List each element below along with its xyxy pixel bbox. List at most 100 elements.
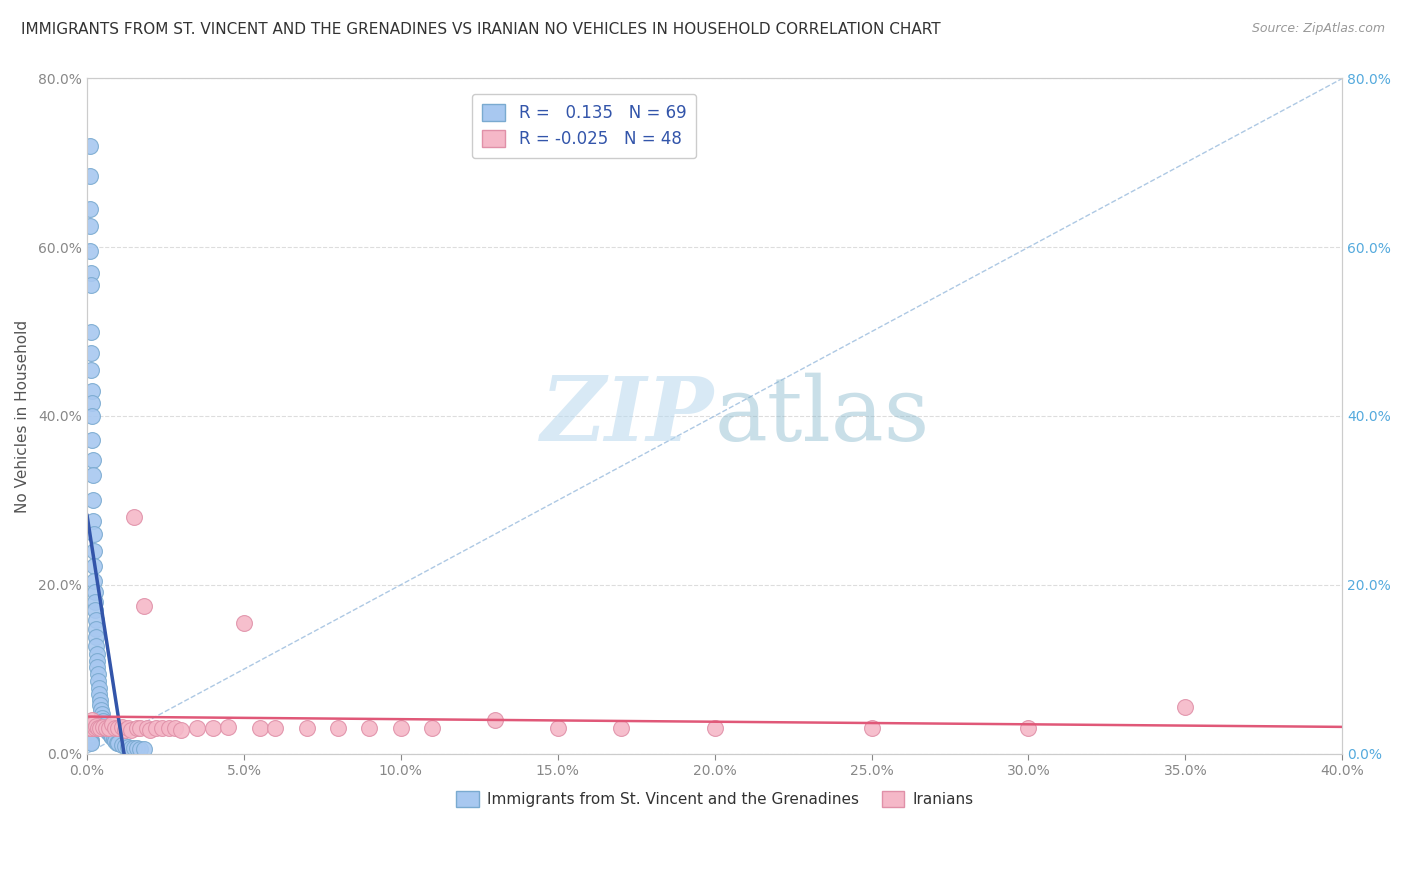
Point (86, 647, 108, 661)
Point (84, 594, 107, 608)
Y-axis label: No Vehicles in Household: No Vehicles in Household (15, 319, 30, 513)
Point (93, 718, 115, 732)
Point (89, 698, 111, 713)
Point (101, 731, 124, 745)
Point (80, 345, 103, 359)
Point (145, 721, 167, 735)
Point (80, 325, 103, 339)
Point (117, 721, 139, 735)
Point (82, 515, 104, 529)
Point (80, 409, 103, 423)
Point (79, 219, 101, 234)
Point (104, 734, 127, 748)
Text: IMMIGRANTS FROM ST. VINCENT AND THE GRENADINES VS IRANIAN NO VEHICLES IN HOUSEHO: IMMIGRANTS FROM ST. VINCENT AND THE GREN… (21, 22, 941, 37)
Point (80, 278, 103, 293)
Point (389, 721, 412, 735)
Point (87, 667, 110, 681)
Point (80, 362, 103, 376)
Point (84, 622, 107, 636)
Point (91, 714, 114, 729)
Point (82, 493, 104, 508)
Point (1017, 721, 1039, 735)
Point (132, 742, 155, 756)
Point (359, 721, 381, 735)
Point (110, 719, 132, 733)
Point (86, 639, 108, 653)
Point (84, 630, 107, 644)
Point (77, 721, 100, 735)
Point (129, 742, 152, 756)
Point (90, 706, 112, 721)
Point (79, 244, 101, 259)
Point (82, 717, 104, 731)
Point (86, 719, 108, 733)
Point (110, 738, 132, 752)
Point (77, 723, 100, 737)
Point (87, 681, 110, 695)
Point (100, 729, 122, 743)
Point (82, 468, 104, 483)
Point (163, 721, 186, 735)
Point (87, 673, 110, 688)
Point (101, 717, 124, 731)
Point (90, 703, 112, 717)
Point (249, 721, 271, 735)
Point (79, 728, 101, 742)
Point (79, 139, 101, 153)
Point (127, 721, 149, 735)
Point (609, 721, 631, 735)
Point (217, 719, 239, 733)
Point (1174, 700, 1197, 714)
Point (79, 731, 101, 746)
Point (80, 721, 103, 735)
Point (87, 721, 110, 735)
Point (114, 723, 136, 737)
Point (295, 721, 318, 735)
Point (484, 713, 506, 727)
Text: Source: ZipAtlas.com: Source: ZipAtlas.com (1251, 22, 1385, 36)
Legend: Immigrants from St. Vincent and the Grenadines, Iranians: Immigrants from St. Vincent and the Gren… (450, 785, 980, 814)
Point (91, 711, 114, 725)
Point (94, 721, 117, 735)
Text: ZIP: ZIP (541, 373, 714, 459)
Point (79, 169, 101, 183)
Point (114, 739, 136, 753)
Point (547, 721, 569, 735)
Point (703, 721, 725, 735)
Point (83, 559, 105, 574)
Point (107, 721, 129, 735)
Point (94, 721, 117, 735)
Point (84, 721, 107, 735)
Point (233, 615, 256, 630)
Point (122, 741, 145, 756)
Point (157, 721, 180, 735)
Point (132, 599, 155, 613)
Point (89, 693, 111, 707)
Point (80, 736, 103, 750)
Point (83, 527, 105, 541)
Point (79, 730, 101, 744)
Point (860, 721, 883, 735)
Point (79, 202, 101, 217)
Point (98, 726, 121, 740)
Point (83, 544, 105, 558)
Point (79, 266, 101, 280)
Point (86, 660, 108, 674)
Point (82, 453, 104, 467)
Point (87, 688, 110, 702)
Point (96, 723, 118, 738)
Point (122, 510, 145, 524)
Point (120, 740, 142, 755)
Point (83, 584, 105, 599)
Text: atlas: atlas (714, 372, 929, 459)
Point (139, 723, 162, 737)
Point (107, 736, 129, 750)
Point (84, 613, 107, 627)
Point (86, 654, 108, 668)
Point (79, 733, 101, 747)
Point (82, 433, 104, 447)
Point (186, 721, 208, 735)
Point (80, 396, 103, 410)
Point (135, 721, 157, 735)
Point (98, 721, 121, 735)
